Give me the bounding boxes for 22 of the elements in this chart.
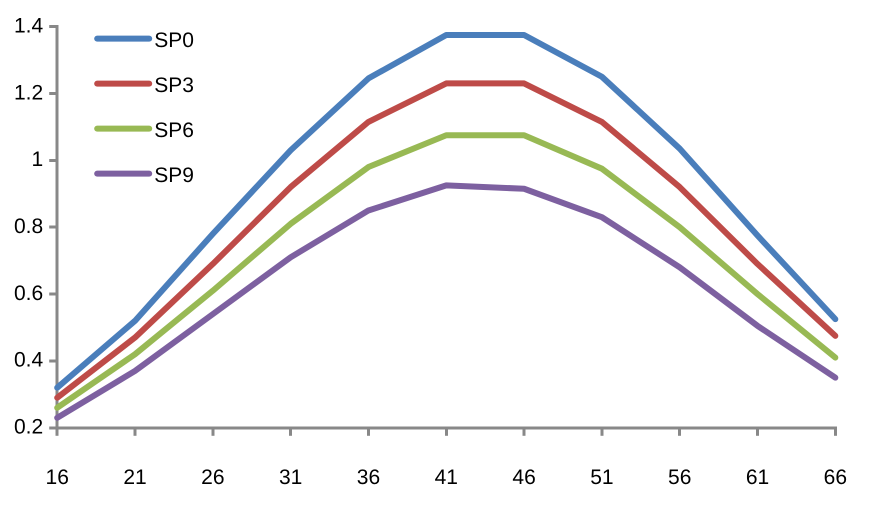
x-tick-label: 31 [278, 466, 302, 490]
y-tick-label: 0.4 [14, 348, 44, 372]
x-tick-label: 41 [434, 466, 458, 490]
legend-label: SP0 [154, 28, 194, 52]
legend-label: SP6 [154, 118, 194, 142]
x-tick-label: 21 [123, 466, 147, 490]
y-tick-label: 1.2 [14, 81, 44, 104]
y-tick-label: 1 [32, 148, 44, 172]
y-tick-label: 0.8 [14, 214, 44, 238]
x-tick-label: 61 [746, 466, 770, 490]
x-tick-label: 26 [201, 466, 224, 490]
y-tick-label: 1.4 [14, 14, 44, 38]
y-tick-label: 0.6 [14, 282, 44, 305]
x-tick-label: 56 [668, 466, 692, 490]
x-tick-label: 16 [46, 466, 69, 490]
x-tick-label: 36 [356, 466, 380, 490]
legend-label: SP9 [154, 164, 194, 187]
y-tick-label: 0.2 [14, 416, 44, 439]
x-tick-label: 46 [512, 466, 536, 490]
x-tick-label: 51 [590, 466, 614, 490]
x-tick-label: 66 [824, 466, 847, 490]
legend-label: SP3 [154, 74, 194, 97]
